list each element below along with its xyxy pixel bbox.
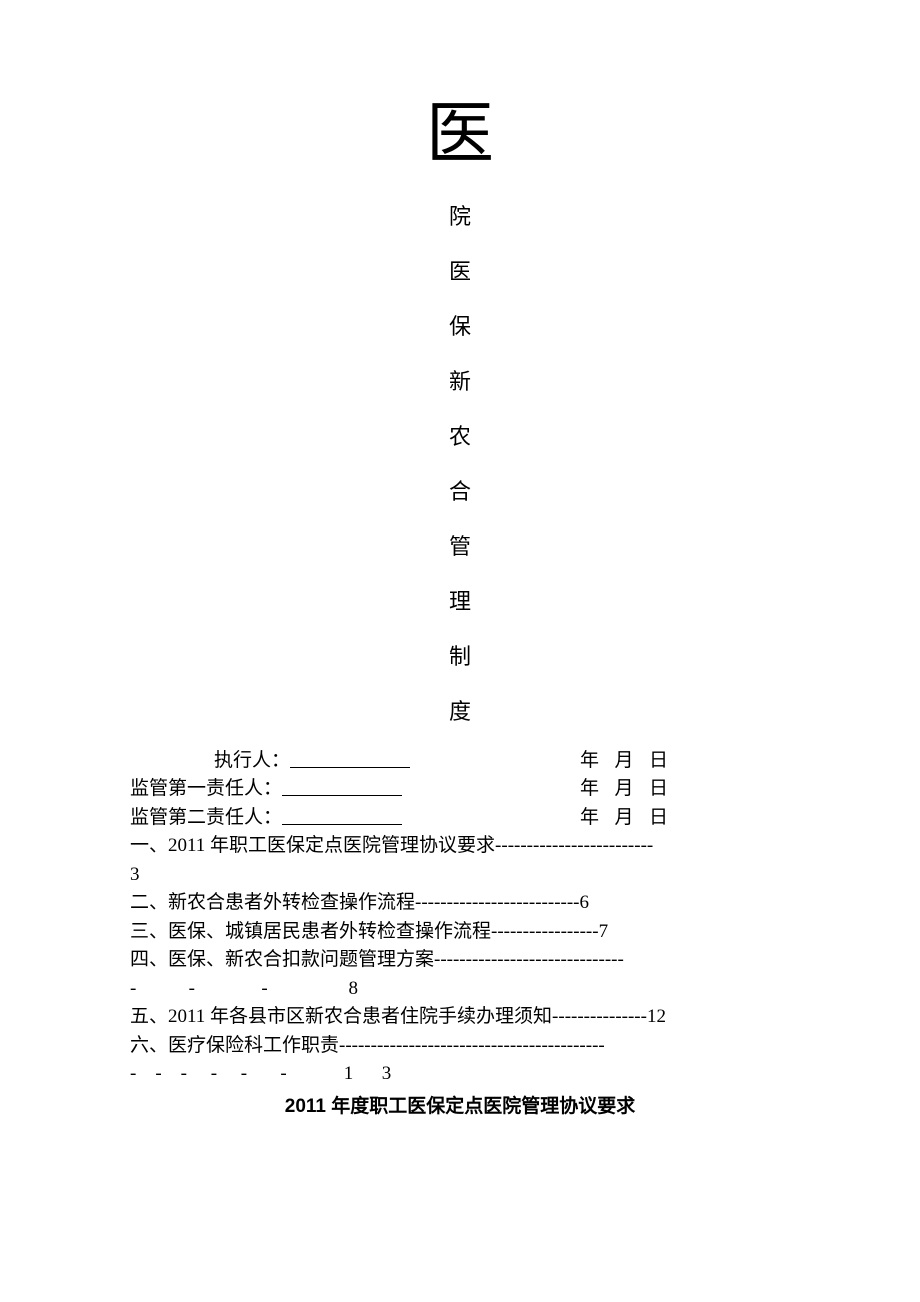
toc-text: 三、医保、城镇居民患者外转检查操作流程-----------------7 [130, 918, 608, 947]
title-char-9: 度 [130, 684, 790, 739]
signature-row: 监管第二责任人： 年 月 日 [130, 804, 790, 833]
toc-entry: 六、医疗保险科工作职责-----------------------------… [130, 1032, 790, 1061]
title-char-0: 院 [130, 189, 790, 244]
title-block: 医 院 医 保 新 农 合 管 理 制 度 [130, 80, 790, 739]
title-char-3: 新 [130, 354, 790, 409]
toc-entry: 一、2011 年职工医保定点医院管理协议要求------------------… [130, 832, 790, 861]
toc-entry: 五、2011 年各县市区新农合患者住院手续办理须知---------------… [130, 1003, 790, 1032]
signature-section: 执行人：年 月 日监管第一责任人：年 月 日监管第二责任人：年 月 日 [130, 747, 790, 833]
signature-date: 年 月 日 [580, 804, 790, 833]
title-large-char: 医 [130, 80, 790, 189]
title-char-1: 医 [130, 244, 790, 299]
toc-text: 四、医保、新农合扣款问题管理方案------------------------… [130, 946, 624, 975]
title-char-6: 管 [130, 519, 790, 574]
toc-text: 六、医疗保险科工作职责-----------------------------… [130, 1032, 605, 1061]
toc-section: 一、2011 年职工医保定点医院管理协议要求------------------… [130, 832, 790, 1089]
toc-dash-line: - - - 8 [130, 975, 790, 1004]
signature-blank [282, 804, 402, 825]
toc-dash-line: - - - - - - 1 3 [130, 1060, 790, 1089]
toc-text: 一、2011 年职工医保定点医院管理协议要求------------------… [130, 832, 653, 861]
toc-text: 五、2011 年各县市区新农合患者住院手续办理须知---------------… [130, 1003, 666, 1032]
toc-entry: 二、新农合患者外转检查操作流程-------------------------… [130, 889, 790, 918]
signature-blank [290, 747, 410, 768]
section-heading: 2011 年度职工医保定点医院管理协议要求 [130, 1093, 790, 1122]
title-char-7: 理 [130, 574, 790, 629]
title-char-4: 农 [130, 409, 790, 464]
signature-row: 执行人： 年 月 日 [130, 747, 790, 776]
title-char-8: 制 [130, 629, 790, 684]
toc-page: 3 [130, 861, 140, 890]
signature-date: 年 月 日 [580, 775, 790, 804]
toc-page-line: 3 [130, 861, 790, 890]
toc-entry: 三、医保、城镇居民患者外转检查操作流程-----------------7 [130, 918, 790, 947]
signature-label: 执行人： [130, 747, 290, 776]
title-char-2: 保 [130, 299, 790, 354]
signature-blank [282, 775, 402, 796]
toc-entry: 四、医保、新农合扣款问题管理方案------------------------… [130, 946, 790, 975]
signature-label: 监管第一责任人： [130, 775, 282, 804]
signature-label: 监管第二责任人： [130, 804, 282, 833]
signature-row: 监管第一责任人： 年 月 日 [130, 775, 790, 804]
signature-date: 年 月 日 [580, 747, 790, 776]
title-char-5: 合 [130, 464, 790, 519]
toc-text: 二、新农合患者外转检查操作流程-------------------------… [130, 889, 589, 918]
